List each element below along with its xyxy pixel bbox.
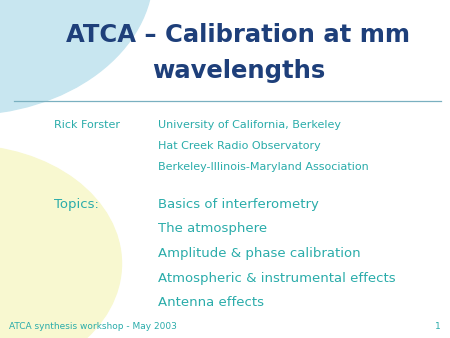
Circle shape (0, 145, 122, 338)
Text: wavelengths: wavelengths (152, 59, 325, 83)
Text: ATCA synthesis workshop - May 2003: ATCA synthesis workshop - May 2003 (9, 321, 177, 331)
Text: ATCA – Calibration at mm: ATCA – Calibration at mm (67, 23, 410, 48)
Text: The atmosphere: The atmosphere (158, 222, 266, 235)
Text: Basics of interferometry: Basics of interferometry (158, 198, 319, 211)
Text: Topics:: Topics: (54, 198, 99, 211)
Text: Atmospheric & instrumental effects: Atmospheric & instrumental effects (158, 272, 395, 285)
Text: Amplitude & phase calibration: Amplitude & phase calibration (158, 247, 360, 260)
Circle shape (0, 0, 153, 115)
Text: Berkeley-Illinois-Maryland Association: Berkeley-Illinois-Maryland Association (158, 162, 368, 172)
Text: University of California, Berkeley: University of California, Berkeley (158, 120, 341, 130)
Text: Rick Forster: Rick Forster (54, 120, 120, 130)
Text: 1: 1 (435, 321, 441, 331)
Text: Antenna effects: Antenna effects (158, 296, 264, 309)
Text: Hat Creek Radio Observatory: Hat Creek Radio Observatory (158, 141, 320, 151)
